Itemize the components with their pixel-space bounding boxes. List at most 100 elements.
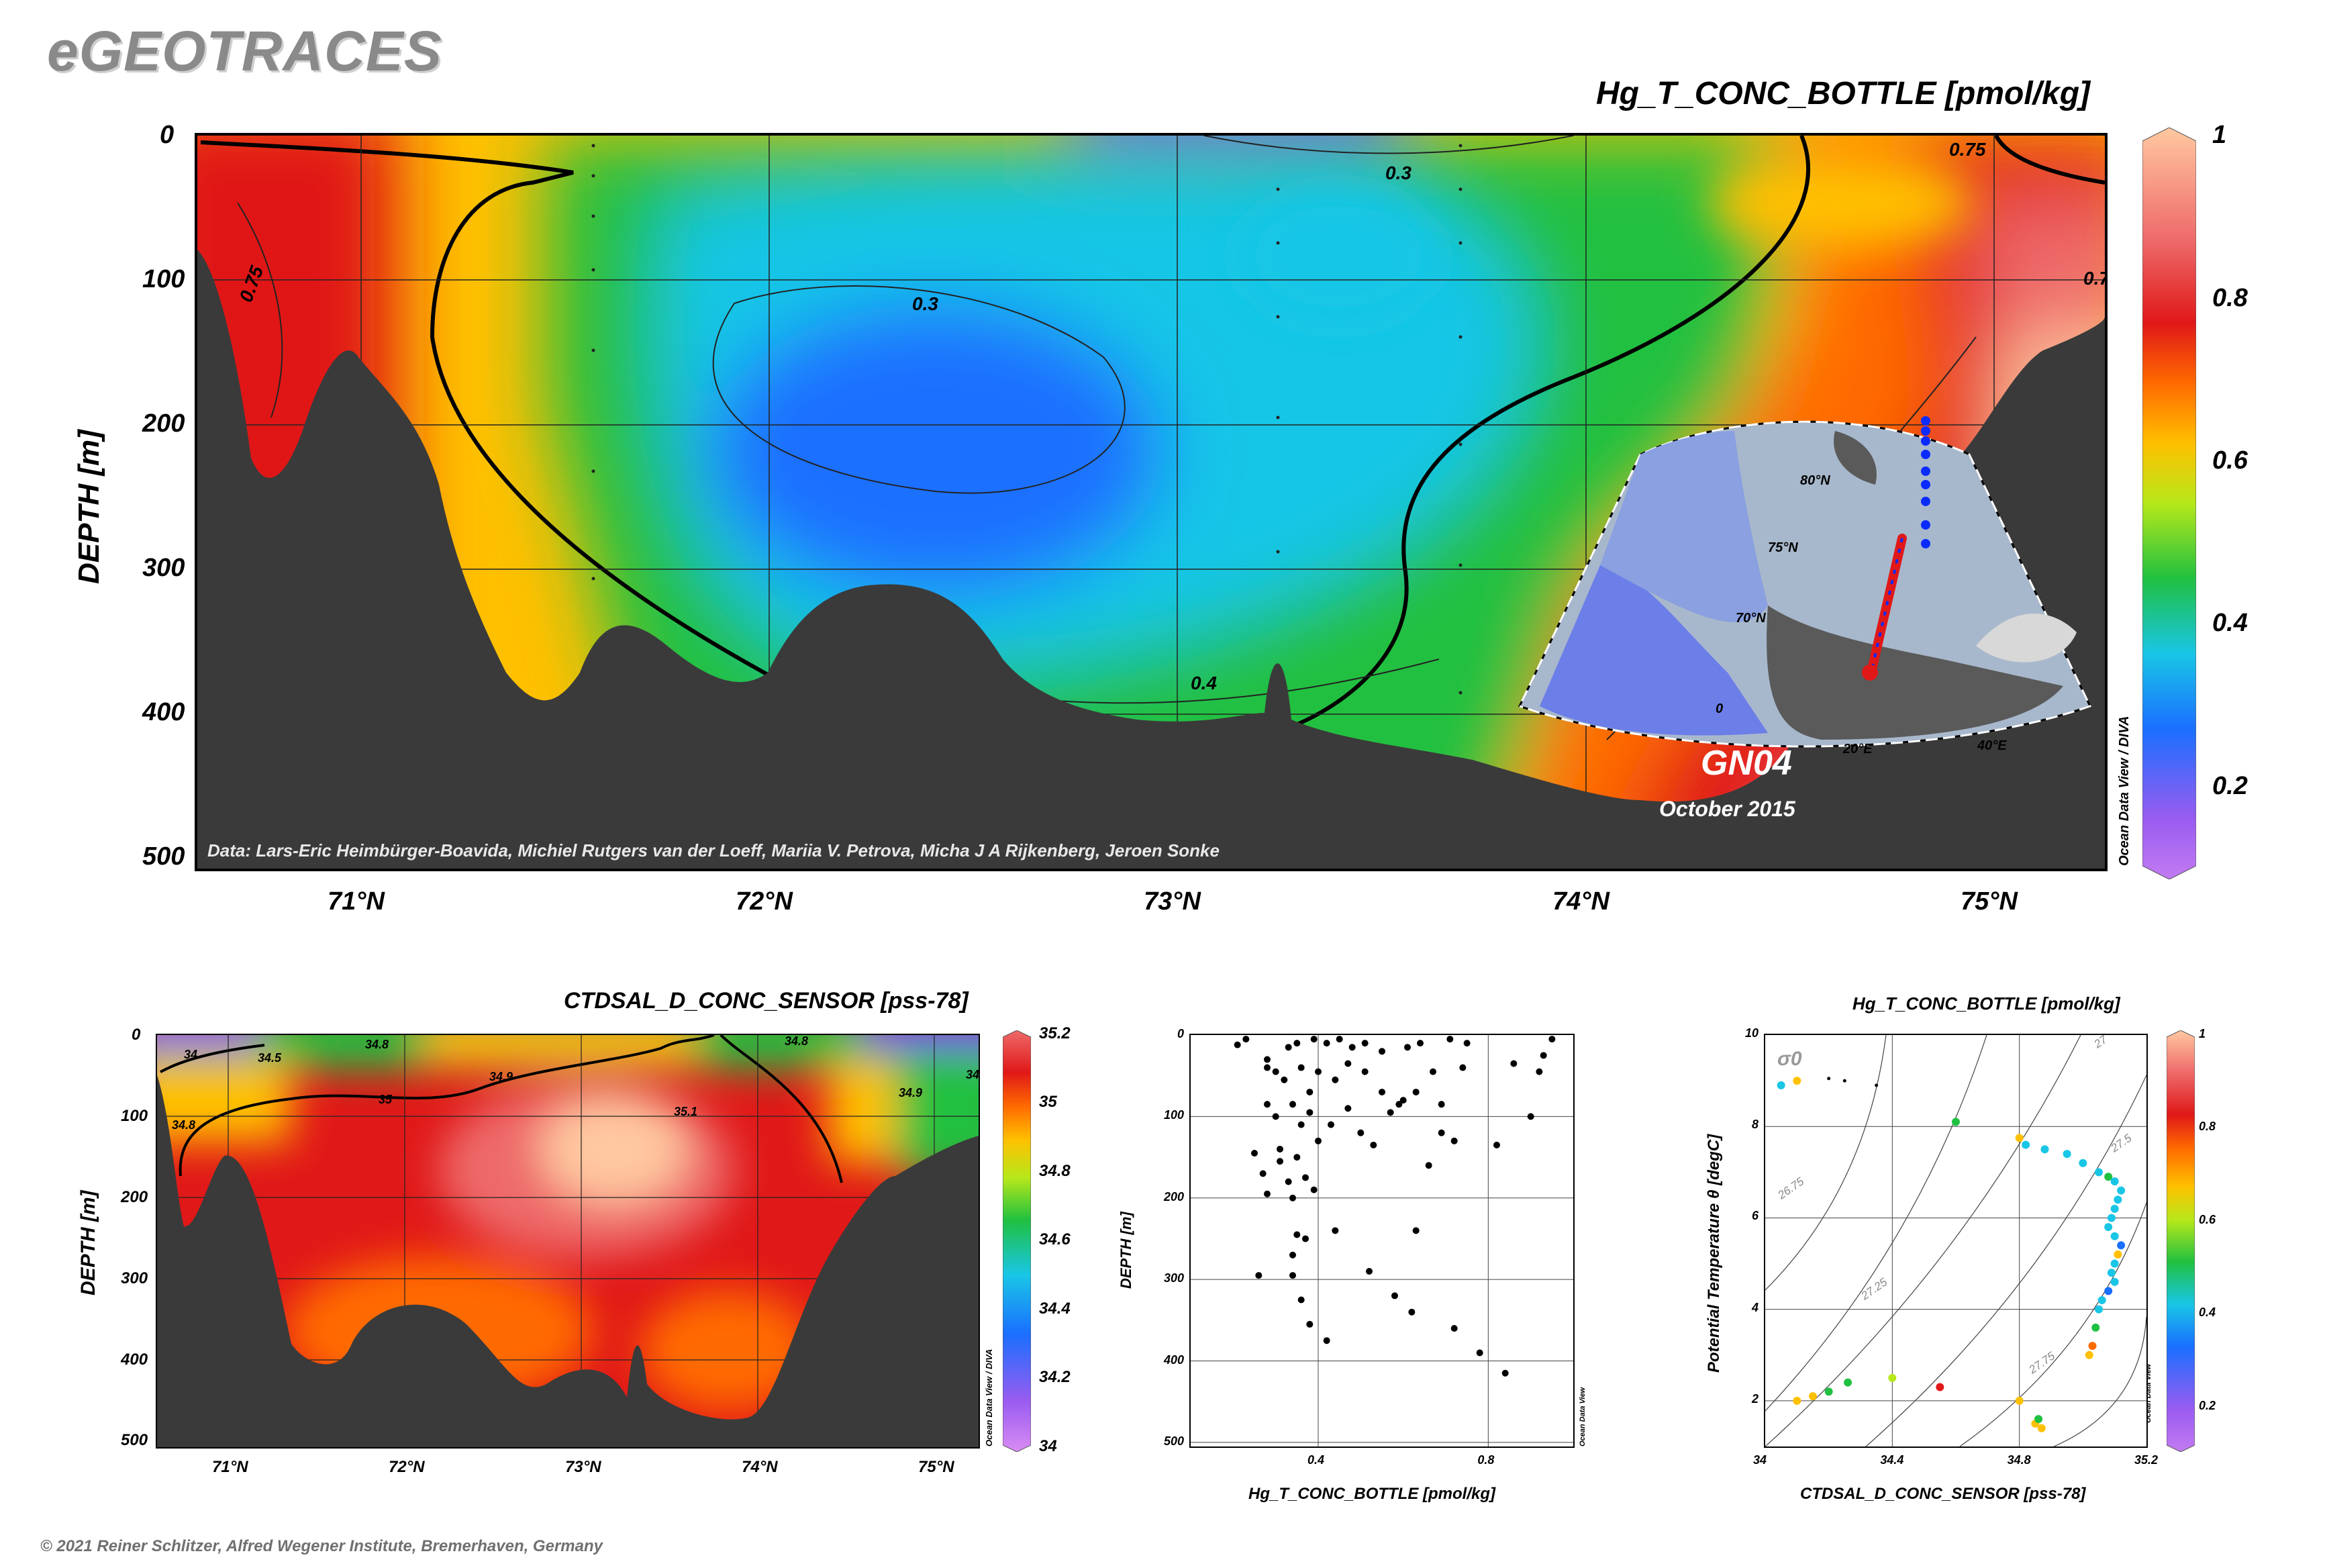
main-xtick-label: 74°N [1552,887,1610,916]
main-ytick-label: 200 [142,409,185,438]
data-point [2034,1415,2043,1424]
odv-label-profile: Ocean Data View [1579,1387,1587,1447]
isopycnal-label: 27 [2091,1035,2110,1051]
profile-y-tick: 500 [1163,1434,1184,1448]
data-point [1264,1190,1271,1197]
sal-cbtick-label: 35.2 [1039,1024,1071,1042]
data-point [2104,1223,2113,1232]
data-point [1332,1076,1339,1083]
ts-y-tick: 4 [1751,1300,1759,1314]
data-point [1336,1036,1343,1043]
data-point [1281,1076,1288,1083]
profile-y-axis-label: DEPTH [m] [1118,1212,1134,1289]
data-point [1289,1272,1296,1279]
data-point [1323,1040,1330,1047]
data-point [1366,1268,1373,1275]
main-cbtick-label: 1 [2212,121,2227,149]
ts-y-tick: 8 [1751,1118,1759,1132]
profile-y-tick: 0 [1177,1027,1184,1040]
data-point [1306,1320,1314,1328]
data-point [1259,1170,1267,1177]
profile-y-tick: 400 [1163,1353,1184,1367]
data-point [1412,1088,1420,1095]
sal-cbtick-label: 34.6 [1039,1230,1071,1248]
main-section-plot: 0.75 0.3 0.3 0.4 0.75 0.7 80° [195,133,2108,871]
profile-x-axis-label: Hg_T_CONC_BOTTLE [pmol/kg] [1248,1485,1496,1503]
map-label: 40°E [1977,738,2007,753]
ts-y-tick: 2 [1751,1391,1759,1406]
data-point [1387,1109,1394,1116]
data-point [1809,1392,1817,1401]
sal-ytick-label: 500 [121,1431,148,1449]
profile-x-tick: 0.4 [1307,1453,1325,1467]
data-point [2117,1241,2126,1250]
data-point [1793,1396,1801,1405]
isopycnal-line [1959,1202,2147,1447]
data-point [1297,1121,1305,1128]
data-point [1242,1036,1250,1043]
map-label: 75°N [1768,540,1798,555]
profile-y-tick: 200 [1163,1189,1184,1204]
main-cbtick-label: 0.8 [2212,284,2248,312]
data-point [1395,1101,1403,1108]
ts-cbtick-label: 0.4 [2199,1306,2216,1319]
ts-cbtick-label: 1 [2199,1027,2206,1040]
sal-ytick-label: 400 [121,1351,148,1369]
isopycnal-line [2053,1316,2147,1447]
ts-y-tick: 10 [1744,1026,1759,1040]
main-ytick-label: 0 [160,121,175,149]
data-point [1476,1349,1483,1357]
ts-cbtick-label: 0.6 [2199,1213,2216,1226]
data-point [2097,1296,2106,1305]
isopycnal-line [1765,1034,1887,1291]
contour-label: 35.1 [674,1105,697,1118]
profile-x-tick: 0.8 [1477,1453,1495,1467]
salinity-section-plot: 34 34.5 34.8 34.9 35 35.1 34.8 34.9 34.8… [156,1034,980,1449]
data-point [1293,1231,1301,1238]
isopycnal-line [1765,1034,2081,1447]
data-point [1408,1308,1416,1316]
data-point [1446,1036,1454,1043]
data-point [2107,1269,2116,1277]
data-point [1404,1044,1411,1051]
data-point [1425,1162,1432,1169]
data-point [2095,1305,2103,1314]
data-point [1438,1129,1445,1136]
map-label: 0 [1716,701,1723,716]
main-y-axis-label: DEPTH [m] [72,430,105,584]
contour-label: 34.5 [258,1051,282,1065]
data-point [1412,1227,1420,1234]
sigma-label: σ0 [1777,1048,1802,1070]
data-point [1323,1337,1330,1344]
data-point [1332,1227,1339,1234]
data-point [1251,1150,1258,1157]
data-point [1548,1036,1556,1043]
data-point [2104,1287,2113,1295]
data-point [1302,1174,1309,1181]
data-point [1463,1040,1471,1047]
contour-label: 0.4 [1191,673,1217,693]
profile-y-tick: 300 [1163,1271,1184,1285]
data-point [2114,1250,2122,1259]
data-point [1875,1083,1879,1087]
ts-cbtick-label: 0.2 [2199,1399,2216,1412]
data-point [2117,1186,2126,1195]
data-point [2091,1323,2100,1332]
egeotraces-logo: eGEOTRACES [47,19,442,83]
sal-xtick-label: 72°N [389,1458,425,1476]
data-point [2110,1259,2119,1268]
data-point [1379,1048,1385,1055]
data-point [1264,1064,1271,1071]
data-point [2037,1424,2046,1432]
ts-colorbar [2166,1030,2195,1453]
profile-y-tick: 100 [1163,1108,1184,1122]
data-point [1357,1129,1365,1136]
data-point [1793,1077,1801,1085]
data-point [1344,1060,1352,1067]
data-point [1824,1387,1833,1396]
data-point [1277,1158,1283,1165]
data-point [1344,1105,1352,1112]
sal-ytick-label: 100 [121,1107,148,1125]
data-point [1310,1186,1318,1193]
main-cbtick-label: 0.6 [2212,446,2248,475]
